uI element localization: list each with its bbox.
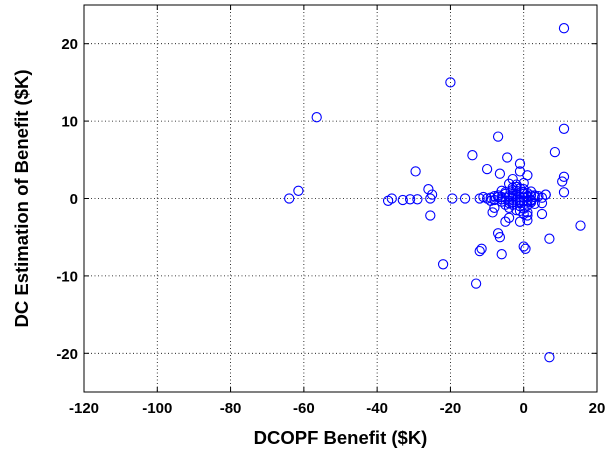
data-point <box>467 150 478 161</box>
x-tick-label: 20 <box>589 400 606 417</box>
data-point <box>502 152 513 163</box>
data-point <box>494 168 506 179</box>
data-point <box>522 191 533 203</box>
data-point <box>536 208 548 220</box>
data-point <box>518 188 529 200</box>
data-point <box>459 193 471 204</box>
y-tick-label: 0 <box>70 191 78 208</box>
data-point <box>520 243 531 254</box>
data-point <box>507 191 518 202</box>
data-point <box>437 259 449 270</box>
data-point <box>404 194 416 205</box>
data-point <box>514 158 526 169</box>
data-point <box>507 182 518 193</box>
y-tick-label: -10 <box>56 268 78 285</box>
grid <box>84 5 597 392</box>
x-tick-label: -40 <box>366 400 388 417</box>
data-point <box>536 192 548 203</box>
data-point <box>536 197 548 209</box>
data-point <box>489 194 500 206</box>
data-point <box>514 216 526 227</box>
data-point <box>496 249 507 260</box>
data-point <box>544 352 555 363</box>
data-point <box>558 23 570 34</box>
x-tick-label: -60 <box>293 400 315 417</box>
data-point <box>518 241 529 252</box>
data-point <box>474 245 485 257</box>
x-axis-title: DCOPF Benefit ($K) <box>254 427 428 448</box>
data-point <box>447 193 458 204</box>
data-point <box>494 232 506 243</box>
data-point <box>481 163 493 175</box>
y-tick-label: 20 <box>61 36 78 53</box>
data-point <box>425 210 436 221</box>
data-point <box>445 77 456 88</box>
data-point <box>529 190 540 201</box>
x-tick-label: -20 <box>440 400 462 417</box>
data-point <box>500 199 511 210</box>
data-point <box>511 179 522 190</box>
x-tick-labels: -120 -100 -80 -60 -40 -20 0 20 <box>69 400 605 417</box>
data-point <box>558 123 570 134</box>
data-point <box>558 171 570 182</box>
y-tick-labels: -20 -10 0 10 20 <box>56 36 78 363</box>
y-tick-label: 10 <box>61 114 78 131</box>
tick-marks <box>83 5 598 392</box>
data-point <box>503 212 515 223</box>
data-point <box>496 185 507 196</box>
data-point <box>470 278 482 289</box>
data-point <box>293 185 304 196</box>
data-point <box>518 177 529 189</box>
data-point <box>492 191 504 203</box>
x-tick-label: -100 <box>142 400 172 417</box>
x-tick-label: 0 <box>520 400 528 417</box>
data-point <box>522 215 533 226</box>
data-point <box>476 243 487 254</box>
data-point <box>311 112 322 123</box>
data-point <box>525 195 537 206</box>
data-points <box>284 23 586 363</box>
data-point <box>514 183 526 194</box>
data-point <box>558 187 570 198</box>
data-point <box>503 178 515 189</box>
y-axis-title: DC Estimation of Benefit ($K) <box>11 70 32 328</box>
data-point <box>425 193 436 204</box>
data-point <box>557 176 568 187</box>
data-point <box>481 193 493 204</box>
data-point <box>540 189 551 200</box>
data-point <box>544 233 555 244</box>
data-point <box>489 202 500 213</box>
data-point <box>575 220 586 231</box>
data-point <box>397 194 408 206</box>
data-point <box>503 202 515 213</box>
x-tick-label: -80 <box>220 400 242 417</box>
data-point <box>386 193 397 204</box>
data-point <box>487 207 498 218</box>
x-tick-label: -120 <box>69 400 99 417</box>
y-tick-label: -20 <box>56 346 78 363</box>
data-point <box>492 131 504 142</box>
data-point <box>500 216 511 227</box>
data-point <box>410 166 421 177</box>
data-point <box>412 194 423 205</box>
data-point <box>284 193 295 204</box>
data-point <box>549 146 561 158</box>
